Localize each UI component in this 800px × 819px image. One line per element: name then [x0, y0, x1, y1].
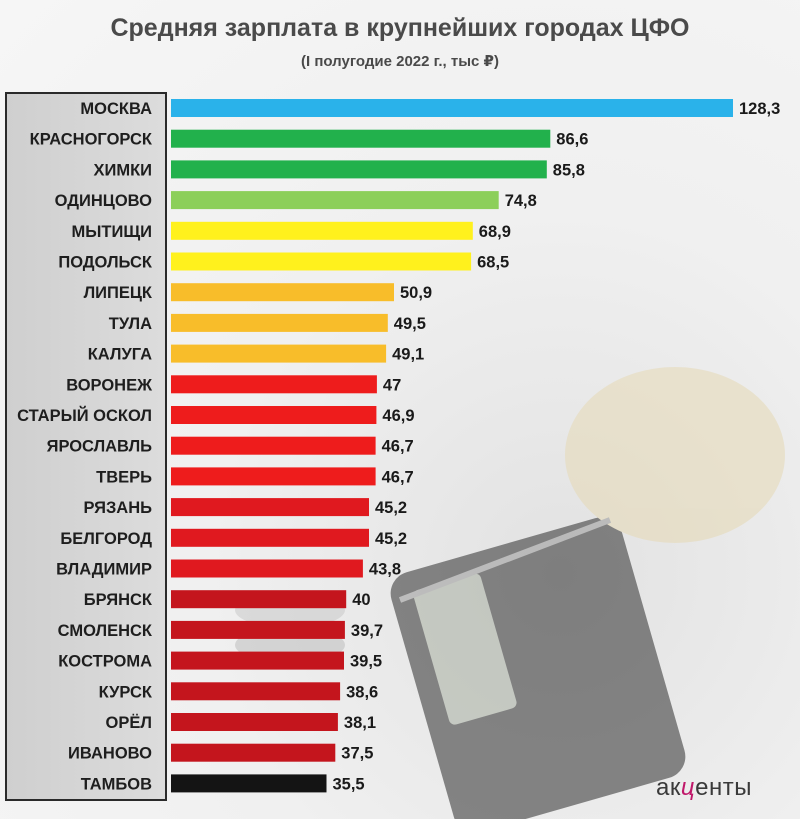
bar — [171, 436, 376, 455]
category-label: МОСКВА — [80, 100, 152, 118]
bar — [171, 774, 327, 793]
category-label: КОСТРОМА — [58, 653, 152, 671]
value-label: 43,8 — [369, 561, 401, 579]
category-label: КУРСК — [99, 683, 153, 701]
value-label: 40 — [352, 591, 370, 609]
value-label: 46,9 — [382, 407, 414, 425]
category-label: ОРЁЛ — [106, 714, 152, 732]
category-label: КРАСНОГОРСК — [30, 131, 153, 149]
value-label: 68,9 — [479, 223, 511, 241]
category-label: ИВАНОВО — [68, 745, 152, 763]
bar — [171, 406, 377, 424]
bars-group — [171, 99, 733, 793]
logo-text-right: енты — [695, 774, 752, 801]
value-label: 46,7 — [382, 468, 414, 486]
bar — [171, 590, 347, 609]
bar — [171, 252, 472, 271]
chart-subtitle: (I полугодие 2022 г., тыс ₽) — [300, 53, 499, 70]
value-labels-group: 128,3 86,6 85,8 74,8 68,9 68,5 50,9 49,5 49,1 47 4… — [333, 100, 781, 793]
logo-text-mid: ц — [680, 774, 696, 801]
category-label: ВЛАДИМИР — [56, 561, 152, 579]
bar — [171, 129, 551, 148]
bar — [171, 467, 376, 486]
category-label: СТАРЫЙ ОСКОЛ — [17, 406, 152, 425]
value-label: 35,5 — [333, 775, 365, 793]
value-label: 50,9 — [400, 284, 432, 302]
bar — [171, 99, 733, 117]
decorative-illustration — [235, 367, 785, 819]
category-label: СМОЛЕНСК — [58, 622, 153, 640]
category-label: ХИМКИ — [93, 161, 152, 179]
value-label: 128,3 — [739, 100, 780, 118]
value-label: 39,7 — [351, 622, 383, 640]
category-label: ВОРОНЕЖ — [66, 376, 152, 394]
value-label: 45,2 — [375, 530, 407, 548]
category-label-panel — [5, 92, 167, 801]
value-label: 49,5 — [394, 315, 426, 333]
category-label: РЯЗАНЬ — [84, 499, 153, 517]
bar — [171, 620, 345, 639]
potato-illustration — [398, 367, 785, 603]
bar — [171, 651, 344, 670]
calculator-illustration — [390, 517, 686, 819]
value-label: 38,6 — [346, 683, 378, 701]
value-label: 46,7 — [382, 438, 414, 456]
bar — [171, 191, 499, 210]
value-label: 68,5 — [477, 254, 509, 272]
bar — [171, 498, 369, 517]
category-label: ЯРОСЛАВЛЬ — [47, 438, 153, 456]
category-label: ТУЛА — [109, 315, 152, 333]
category-labels-group: МОСКВА КРАСНОГОРСК ХИМКИ ОДИНЦОВО МЫТИЩИ ПОДО… — [17, 100, 153, 793]
chart-title: Средняя зарплата в крупнейших городах ЦФ… — [110, 14, 690, 42]
bar — [171, 221, 473, 240]
category-label: ОДИНЦОВО — [55, 192, 153, 210]
bar — [171, 160, 547, 179]
category-label: БРЯНСК — [84, 591, 153, 609]
bar — [171, 743, 336, 762]
bar — [171, 283, 394, 302]
bar — [171, 375, 377, 394]
value-label: 38,1 — [344, 714, 376, 732]
value-label: 86,6 — [556, 131, 588, 149]
value-label: 39,5 — [350, 653, 382, 671]
bar — [171, 682, 341, 701]
akcenty-logo: акценты — [656, 774, 752, 802]
bar — [171, 344, 387, 363]
bar — [171, 559, 363, 578]
bar — [171, 528, 369, 547]
category-label: ТАМБОВ — [81, 775, 152, 793]
category-label: БЕЛГОРОД — [60, 530, 152, 548]
category-label: ТВЕРЬ — [96, 468, 152, 486]
value-label: 47 — [383, 376, 401, 394]
value-label: 85,8 — [553, 161, 585, 179]
category-label: ЛИПЕЦК — [84, 284, 153, 302]
category-label: ПОДОЛЬСК — [58, 254, 153, 272]
logo-text-left: ак — [656, 774, 681, 801]
value-label: 45,2 — [375, 499, 407, 517]
value-label: 49,1 — [392, 346, 424, 364]
bar — [171, 313, 388, 332]
bar — [171, 713, 338, 731]
value-label: 37,5 — [341, 745, 373, 763]
category-label: КАЛУГА — [88, 346, 152, 364]
value-label: 74,8 — [505, 192, 537, 210]
category-label: МЫТИЩИ — [71, 223, 152, 241]
